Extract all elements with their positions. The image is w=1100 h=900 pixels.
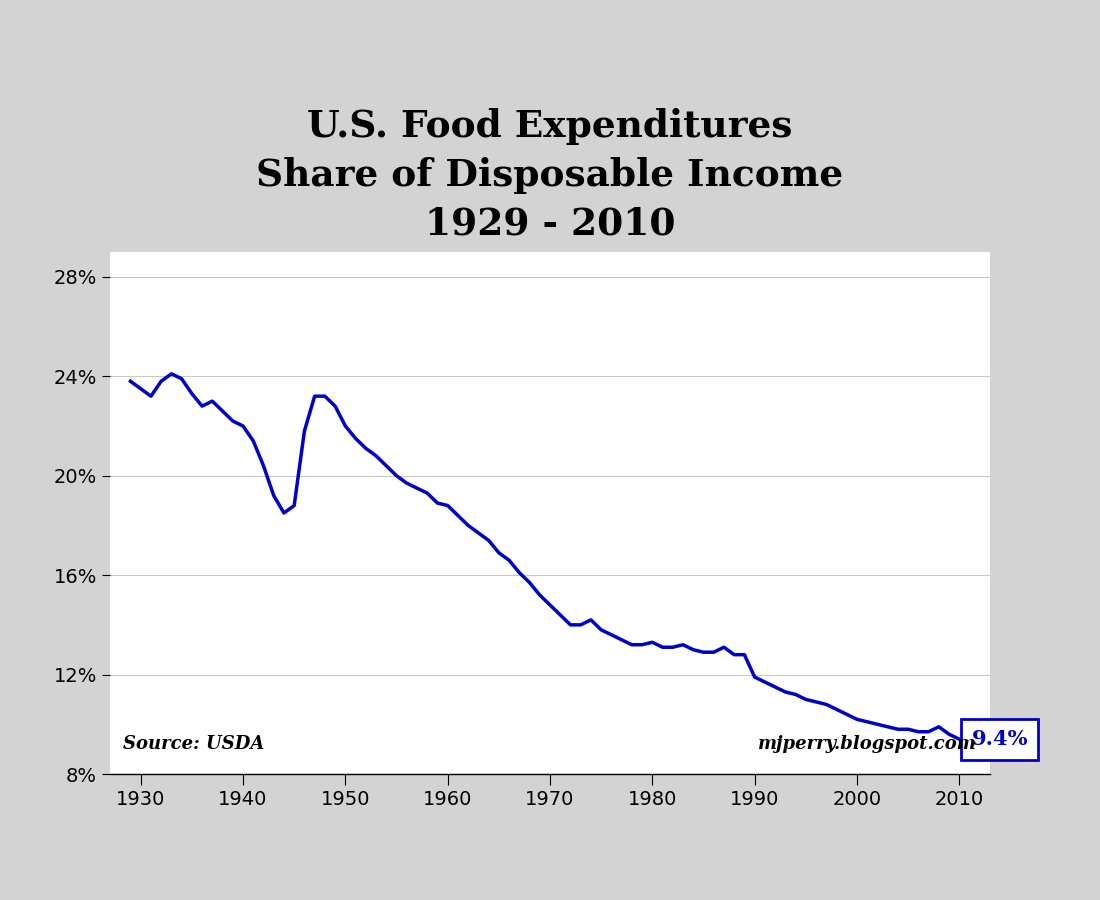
Text: 9.4%: 9.4% xyxy=(971,729,1028,749)
Text: U.S. Food Expenditures
Share of Disposable Income
1929 - 2010: U.S. Food Expenditures Share of Disposab… xyxy=(256,108,844,242)
Text: mjperry.blogspot.com: mjperry.blogspot.com xyxy=(758,735,977,753)
Text: Source: USDA: Source: USDA xyxy=(123,735,265,753)
